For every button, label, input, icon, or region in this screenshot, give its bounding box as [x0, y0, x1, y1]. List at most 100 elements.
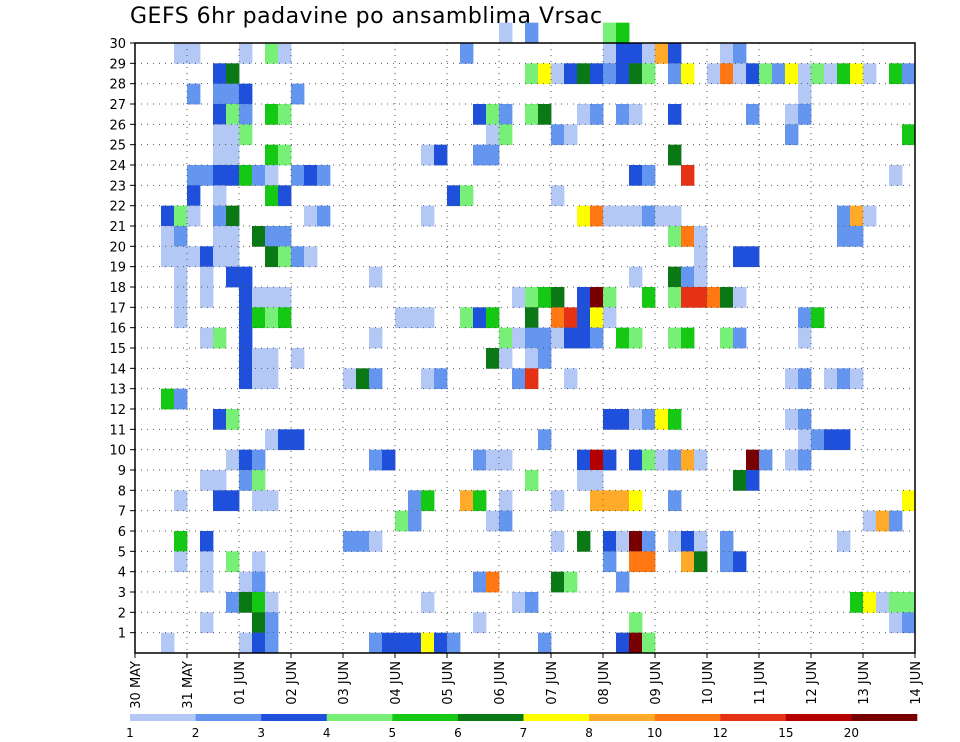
heatmap-cell — [837, 429, 851, 451]
heatmap-cell — [603, 287, 617, 308]
heatmap-cell — [499, 327, 513, 349]
heatmap-cell — [395, 510, 409, 532]
heatmap-cell — [629, 104, 643, 125]
heatmap-cell — [681, 266, 695, 288]
x-tick-label: 12 JUN — [805, 661, 820, 705]
heatmap-cell — [239, 266, 253, 288]
heatmap-cell — [811, 429, 825, 451]
heatmap-cell — [239, 368, 253, 390]
heatmap-cell — [265, 226, 279, 247]
heatmap-cell — [187, 165, 201, 186]
heatmap-cell — [603, 449, 617, 471]
heatmap-cell — [863, 63, 877, 85]
heatmap-cell — [187, 185, 201, 207]
heatmap-cell — [642, 63, 656, 85]
heatmap-cell — [278, 246, 292, 268]
heatmap-cell — [278, 43, 292, 64]
colorbar-segment — [392, 714, 459, 721]
heatmap-cell — [226, 266, 240, 288]
heatmap-cell — [525, 22, 539, 44]
heatmap-cell — [694, 287, 708, 308]
heatmap-cell — [629, 531, 643, 552]
heatmap-cell — [681, 449, 695, 471]
y-tick-label: 21 — [109, 220, 126, 235]
heatmap-cell — [616, 531, 630, 552]
heatmap-cell — [486, 510, 500, 532]
heatmap-cell — [564, 571, 578, 593]
heatmap-cell — [525, 104, 539, 125]
heatmap-cell — [343, 368, 357, 390]
heatmap-cell — [239, 124, 253, 146]
heatmap-cell — [785, 104, 799, 125]
y-tick-label: 29 — [109, 57, 126, 72]
colorbar-label: 6 — [454, 726, 462, 740]
heatmap-cell — [733, 327, 747, 349]
heatmap-cell — [200, 571, 214, 593]
heatmap-cell — [473, 490, 487, 512]
heatmap-cell — [499, 104, 513, 125]
heatmap-cell — [226, 226, 240, 247]
heatmap-cell — [174, 388, 188, 410]
heatmap-cell — [421, 490, 435, 512]
heatmap-cell — [798, 104, 812, 125]
heatmap-cell — [785, 409, 799, 430]
heatmap-cell — [629, 63, 643, 85]
heatmap-cell — [642, 165, 656, 186]
heatmap-cell — [629, 165, 643, 186]
heatmap-cell — [642, 449, 656, 471]
colorbar-label: 3 — [257, 726, 265, 740]
heatmap-cell — [369, 266, 383, 288]
heatmap-cell — [265, 592, 279, 613]
heatmap-cell — [564, 368, 578, 390]
heatmap-cell — [538, 104, 552, 125]
heatmap-cell — [499, 490, 513, 512]
heatmap-cell — [525, 287, 539, 308]
heatmap-cell — [213, 470, 227, 491]
heatmap-cell — [850, 368, 864, 390]
heatmap-cell — [733, 470, 747, 491]
heatmap-cell — [291, 165, 305, 186]
x-tick-label: 14 JUN — [909, 661, 924, 705]
heatmap-cell — [551, 490, 565, 512]
heatmap-cell — [278, 104, 292, 125]
colorbar-label: 4 — [323, 726, 331, 740]
heatmap-cell — [694, 246, 708, 268]
x-tick-label: 01 JUN — [233, 661, 248, 705]
colorbar-segment — [457, 714, 524, 721]
heatmap-cell — [369, 368, 383, 390]
heatmap-cell — [486, 124, 500, 146]
heatmap-cell — [187, 83, 201, 105]
heatmap-cell — [408, 307, 422, 329]
x-tick-label: 08 JUN — [597, 661, 612, 705]
heatmap-cell — [421, 144, 435, 166]
heatmap-cell — [408, 632, 422, 654]
heatmap-cell — [239, 83, 253, 105]
heatmap-cell — [525, 592, 539, 613]
heatmap-cell — [798, 307, 812, 329]
heatmap-cell — [798, 327, 812, 349]
heatmap-cell — [538, 287, 552, 308]
heatmap-cell — [252, 287, 266, 308]
colorbar-label: 10 — [647, 726, 662, 740]
heatmap-cell — [746, 63, 760, 85]
heatmap-cell — [239, 43, 253, 64]
heatmap-cell — [694, 531, 708, 552]
heatmap-cell — [174, 266, 188, 288]
heatmap-cell — [694, 551, 708, 573]
heatmap-cell — [564, 63, 578, 85]
heatmap-cell — [577, 327, 591, 349]
heatmap-cell — [226, 165, 240, 186]
heatmap-cell — [590, 287, 604, 308]
y-tick-label: 3 — [118, 586, 126, 601]
heatmap-cell — [187, 43, 201, 64]
heatmap-cell — [707, 63, 721, 85]
x-tick-label: 30 MAY — [129, 661, 144, 709]
heatmap-cell — [473, 571, 487, 593]
heatmap-cell — [538, 632, 552, 654]
x-tick-label: 03 JUN — [337, 661, 352, 705]
heatmap-cell — [590, 470, 604, 491]
heatmap-cell — [798, 429, 812, 451]
heatmap-cell — [356, 368, 370, 390]
heatmap-cell — [213, 409, 227, 430]
colorbar-segment — [195, 714, 262, 721]
